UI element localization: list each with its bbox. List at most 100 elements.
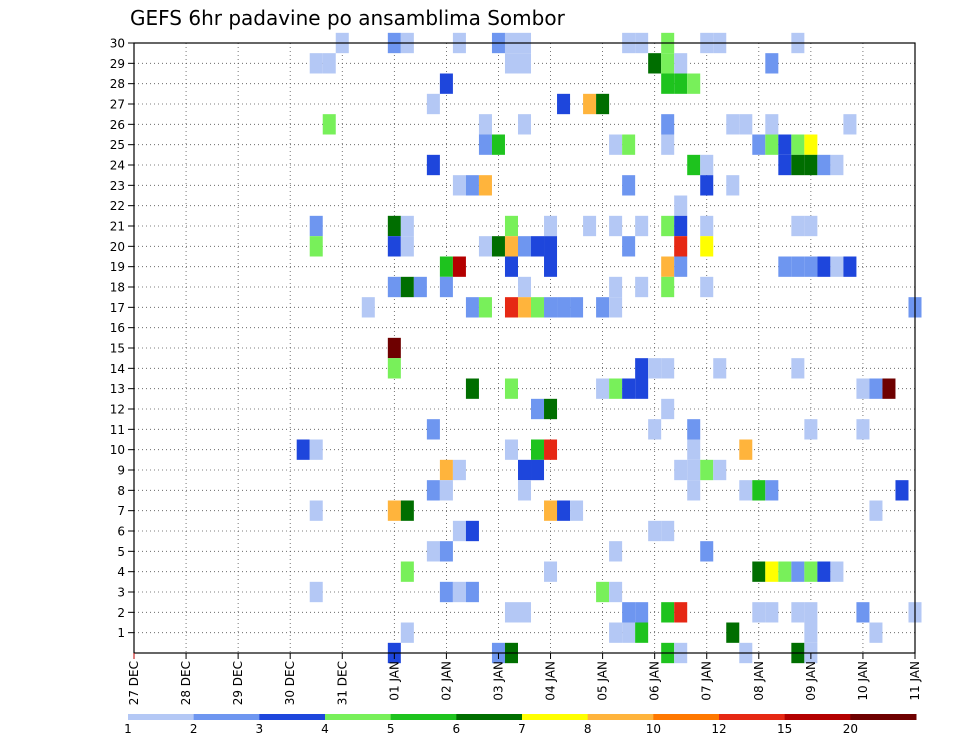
legend-swatch: [193, 714, 260, 720]
heatmap-cell: [426, 419, 440, 440]
y-tick-label: 13: [110, 382, 125, 396]
heatmap-cell: [544, 439, 558, 460]
heatmap-cell: [687, 419, 701, 440]
heatmap-cell: [322, 53, 336, 74]
heatmap-cell: [452, 581, 466, 603]
y-tick-label: 17: [110, 301, 125, 315]
heatmap-cell: [752, 602, 766, 623]
heatmap-cell: [439, 581, 453, 603]
heatmap-cell: [609, 378, 623, 399]
y-tick-label: 28: [110, 77, 125, 91]
heatmap-cell: [726, 175, 740, 196]
y-tick-label: 30: [110, 37, 125, 51]
heatmap-cell: [622, 378, 636, 399]
heatmap-cell: [674, 236, 688, 257]
x-axis: 27 DEC 28 DEC 29 DEC 30 DEC 31 DEC 01 JAN 02 J…: [127, 653, 922, 705]
heatmap-cell: [465, 378, 479, 399]
legend-label: 2: [190, 722, 198, 736]
heatmap-cell: [674, 73, 688, 94]
heatmap-cell: [687, 480, 701, 501]
heatmap-cell: [804, 419, 818, 440]
heatmap-cell: [531, 398, 545, 420]
x-tick-label: 07 JAN: [700, 661, 714, 701]
legend-swatch: [653, 714, 720, 720]
legend-swatch: [259, 714, 326, 720]
heatmap-cell: [387, 276, 401, 298]
x-tick-label: 30 DEC: [283, 661, 297, 705]
heatmap-cell: [609, 622, 623, 643]
heatmap-cell: [765, 134, 779, 155]
heatmap-cell: [452, 459, 466, 481]
heatmap-cell: [361, 297, 375, 318]
x-tick-label: 29 DEC: [231, 661, 245, 705]
y-tick-label: 15: [110, 342, 125, 356]
heatmap-cell: [765, 561, 779, 582]
heatmap-cell: [674, 256, 688, 277]
y-tick-label: 2: [117, 606, 125, 620]
heatmap-cell: [439, 541, 453, 562]
legend-swatch: [325, 714, 392, 720]
heatmap-cell: [504, 439, 518, 460]
heatmap-cell: [713, 358, 727, 379]
heatmap-cells: [296, 32, 922, 664]
heatmap-cell: [765, 53, 779, 74]
heatmap-cell: [544, 256, 558, 277]
x-tick-label: 27 DEC: [127, 661, 141, 705]
heatmap-cell: [765, 114, 779, 135]
heatmap-cell: [517, 236, 532, 257]
heatmap-cell: [674, 195, 688, 216]
heatmap-cell: [596, 297, 610, 318]
heatmap-cell: [322, 114, 336, 135]
heatmap-cell: [674, 602, 688, 623]
heatmap-cell: [465, 297, 479, 318]
heatmap-cell: [791, 154, 805, 176]
heatmap-cell: [517, 276, 532, 298]
heatmap-cell: [544, 561, 558, 582]
heatmap-cell: [452, 256, 466, 277]
heatmap-cell: [765, 602, 779, 623]
heatmap-cell: [439, 480, 453, 501]
heatmap-cell: [869, 500, 883, 521]
heatmap-cell: [804, 256, 818, 277]
x-tick-label: 28 DEC: [179, 661, 193, 705]
heatmap-cell: [869, 378, 883, 399]
heatmap-cell: [674, 53, 688, 74]
heatmap-cell: [674, 459, 688, 481]
heatmap-cell: [739, 439, 753, 460]
heatmap-cell: [400, 500, 414, 521]
heatmap-cell: [752, 480, 766, 501]
heatmap-cell: [804, 134, 818, 155]
heatmap-cell: [504, 236, 518, 257]
x-tick-label: 02 JAN: [439, 661, 453, 701]
heatmap-cell: [426, 541, 440, 562]
legend-swatch: [390, 714, 457, 720]
heatmap-cell: [674, 215, 688, 237]
legend-label: 10: [646, 722, 661, 736]
heatmap-cell: [504, 256, 518, 277]
heatmap-cell: [557, 500, 571, 521]
heatmap-cell: [648, 53, 662, 74]
heatmap-cell: [804, 602, 818, 623]
heatmap-cell: [309, 500, 323, 521]
y-tick-label: 16: [110, 321, 125, 335]
heatmap-cell: [491, 236, 505, 257]
heatmap-cell: [517, 114, 532, 135]
heatmap-cell: [309, 581, 323, 603]
heatmap-cell: [622, 236, 636, 257]
y-tick-label: 7: [117, 504, 125, 518]
y-tick-label: 11: [110, 423, 125, 437]
heatmap-cell: [661, 358, 675, 379]
y-tick-label: 20: [110, 240, 125, 254]
heatmap-cell: [700, 276, 714, 298]
heatmap-cell: [465, 581, 479, 603]
heatmap-cell: [504, 297, 518, 318]
heatmap-cell: [531, 459, 545, 481]
y-tick-label: 18: [110, 281, 125, 295]
heatmap-cell: [856, 378, 870, 399]
heatmap-cell: [478, 297, 492, 318]
heatmap-cell: [817, 561, 831, 582]
heatmap-cell: [635, 602, 649, 623]
heatmap-cell: [791, 358, 805, 379]
x-tick-label: 01 JAN: [387, 661, 401, 701]
y-tick-label: 12: [110, 403, 125, 417]
